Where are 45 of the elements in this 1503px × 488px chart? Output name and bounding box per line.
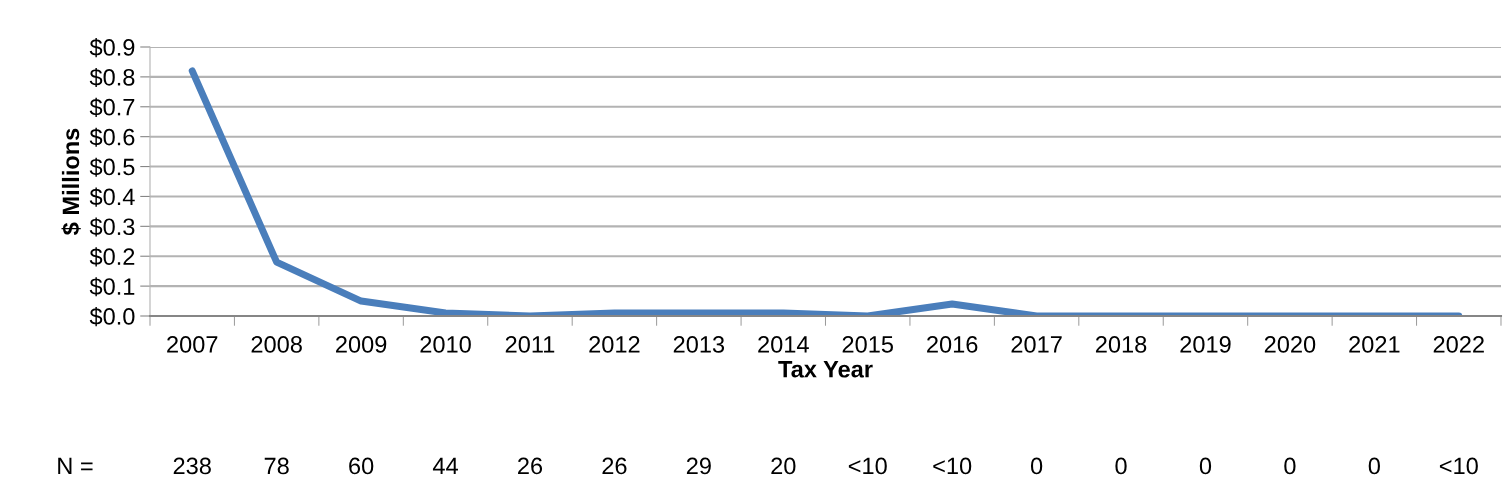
text: 0 xyxy=(1115,457,1127,475)
text: N = xyxy=(58,457,93,475)
text: <10 xyxy=(933,457,972,475)
text: 0 xyxy=(1284,457,1296,475)
text: 0 xyxy=(1368,457,1380,475)
x-tick-label: 2015 xyxy=(842,336,893,353)
y-tick-label: $0.1 xyxy=(89,277,135,297)
x-tick-label: 2019 xyxy=(1180,336,1231,353)
x-tick-label: 2008 xyxy=(251,336,302,353)
text: 26 xyxy=(602,457,627,475)
x-tick-label: 2022 xyxy=(1433,336,1484,353)
x-axis-title: Tax Year xyxy=(778,361,873,378)
y-tick-label: $0.7 xyxy=(89,97,135,117)
x-tick-label: 2014 xyxy=(758,336,809,353)
y-tick-label: $0.2 xyxy=(89,247,135,267)
text: 26 xyxy=(518,457,543,475)
y-tick-label: $0.9 xyxy=(89,38,135,58)
y-tick-label: $0.5 xyxy=(89,157,135,177)
text: 20 xyxy=(771,457,796,475)
x-tick-label: 2020 xyxy=(1264,336,1316,353)
text: <10 xyxy=(848,457,887,475)
x-tick-label: 2013 xyxy=(673,336,725,353)
y-tick-label: $0.0 xyxy=(89,307,135,327)
x-tick-label: 2009 xyxy=(336,336,387,353)
text: 60 xyxy=(349,457,374,475)
text: 78 xyxy=(264,457,289,475)
text: <10 xyxy=(1439,457,1478,475)
x-tick-label: 2016 xyxy=(927,336,978,353)
x-tick-label: 2007 xyxy=(167,336,218,353)
y-tick-label: $0.6 xyxy=(89,127,135,147)
text: 0 xyxy=(1199,457,1212,475)
y-axis-title: $ Millions xyxy=(61,128,81,235)
y-tick-label: $0.3 xyxy=(89,217,135,237)
text: 0 xyxy=(1030,457,1043,475)
x-tick-label: 2011 xyxy=(505,336,555,353)
x-tick-label: 2012 xyxy=(589,336,640,353)
y-tick-label: $0.8 xyxy=(89,67,135,88)
x-tick-label: 2017 xyxy=(1011,336,1062,353)
x-tick-label: 2010 xyxy=(420,336,471,353)
x-tick-label: 2018 xyxy=(1095,336,1147,353)
x-tick-label: 2021 xyxy=(1349,336,1400,353)
text: 44 xyxy=(432,457,458,475)
y-tick-label: $0.4 xyxy=(89,187,135,207)
text: 238 xyxy=(173,457,211,475)
text: 29 xyxy=(686,457,711,475)
